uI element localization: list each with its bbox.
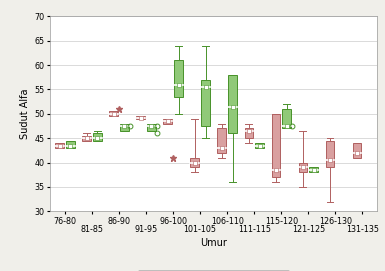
Bar: [93, 133, 102, 141]
Bar: [163, 119, 172, 124]
Text: 126-130: 126-130: [319, 217, 352, 226]
Bar: [66, 141, 75, 148]
Text: 76-80: 76-80: [54, 217, 77, 226]
Bar: [174, 60, 183, 97]
Text: 101-105: 101-105: [184, 225, 217, 234]
Bar: [310, 167, 318, 172]
Bar: [282, 109, 291, 128]
Bar: [147, 124, 156, 131]
Bar: [191, 158, 199, 167]
Text: 86-90: 86-90: [107, 217, 131, 226]
Bar: [136, 116, 145, 119]
Bar: [299, 163, 307, 172]
Text: 106-110: 106-110: [211, 217, 244, 226]
Text: 91-95: 91-95: [134, 225, 158, 234]
Legend: 2007, Outliers, Extremes, 2009, Outliers, Extremes: 2007, Outliers, Extremes, 2009, Outliers…: [138, 270, 289, 271]
Bar: [109, 111, 118, 116]
Bar: [228, 75, 237, 133]
Text: 111-115: 111-115: [238, 225, 271, 234]
Bar: [201, 80, 210, 126]
Bar: [255, 143, 264, 148]
Bar: [55, 143, 64, 148]
Text: 121-125: 121-125: [292, 225, 325, 234]
Bar: [244, 128, 253, 138]
Text: 81-85: 81-85: [80, 225, 104, 234]
Text: 96-100: 96-100: [159, 217, 187, 226]
Y-axis label: Sudut Alfa: Sudut Alfa: [20, 89, 30, 139]
Text: 115-120: 115-120: [265, 217, 298, 226]
Bar: [120, 124, 129, 131]
Text: 131-135: 131-135: [346, 225, 379, 234]
Bar: [271, 114, 280, 177]
Bar: [353, 143, 362, 158]
X-axis label: Umur: Umur: [200, 238, 227, 249]
Bar: [218, 128, 226, 153]
Bar: [326, 141, 334, 167]
Bar: [82, 136, 91, 141]
